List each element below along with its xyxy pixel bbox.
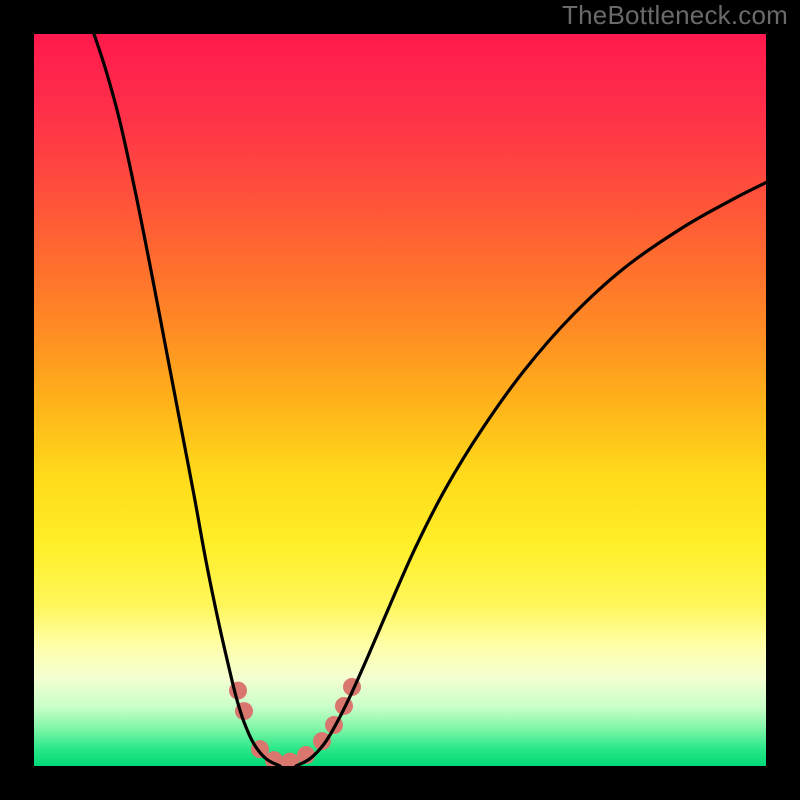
- plot-svg: [34, 34, 766, 766]
- plot-inner: [34, 34, 766, 766]
- plot-frame: [0, 0, 800, 800]
- chart-stage: TheBottleneck.com: [0, 0, 800, 800]
- watermark-text: TheBottleneck.com: [562, 0, 788, 31]
- gradient-background: [34, 34, 766, 766]
